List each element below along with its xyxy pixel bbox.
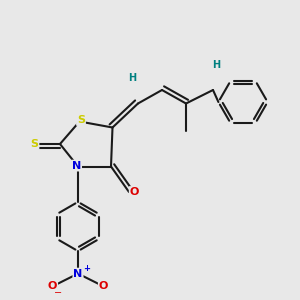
Text: O: O — [99, 280, 108, 291]
Text: S: S — [77, 115, 85, 125]
Text: O: O — [130, 187, 139, 197]
Text: N: N — [72, 160, 81, 171]
Text: S: S — [31, 139, 38, 149]
Text: O: O — [48, 280, 57, 291]
Text: N: N — [74, 268, 82, 279]
Text: H: H — [212, 59, 220, 70]
Text: −: − — [53, 288, 62, 298]
Text: +: + — [83, 264, 90, 273]
Text: H: H — [128, 73, 136, 83]
